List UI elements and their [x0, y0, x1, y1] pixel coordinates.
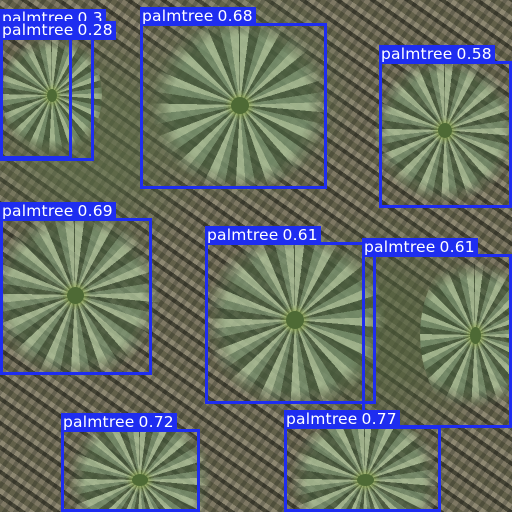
palm-tree-crown [150, 20, 330, 190]
detection-label: palmtree 0.58 [379, 45, 495, 64]
detection-box: palmtree 0.61 [205, 226, 376, 404]
detection-label: palmtree 0.69 [0, 202, 116, 221]
detection-label: palmtree 0.61 [362, 238, 478, 257]
palm-tree-crown [280, 420, 450, 512]
detection-label: palmtree 0.68 [140, 7, 256, 26]
palm-tree-crown [0, 210, 160, 380]
palm-tree-crown [60, 420, 220, 512]
detection-box: palmtree 0.68 [140, 7, 327, 189]
palm-tree-crown [375, 55, 512, 205]
detection-box: palmtree 0.28 [0, 21, 116, 161]
palm-tree-crown [205, 230, 385, 410]
palm-tree-crown [420, 250, 512, 420]
detection-label: palmtree 0.77 [284, 410, 400, 429]
detection-box: palmtree 0.77 [284, 410, 441, 512]
detection-box: palmtree 0.61 [362, 238, 512, 428]
detection-label: palmtree 0.28 [0, 21, 116, 40]
detection-label: palmtree 0.72 [61, 413, 177, 432]
detection-label: palmtree 0.61 [205, 226, 321, 245]
detection-box: palmtree 0.58 [379, 45, 512, 208]
palm-tree-crown [2, 30, 102, 160]
detection-box: palmtree 0.69 [0, 202, 152, 375]
detection-box: palmtree 0.72 [61, 413, 200, 512]
